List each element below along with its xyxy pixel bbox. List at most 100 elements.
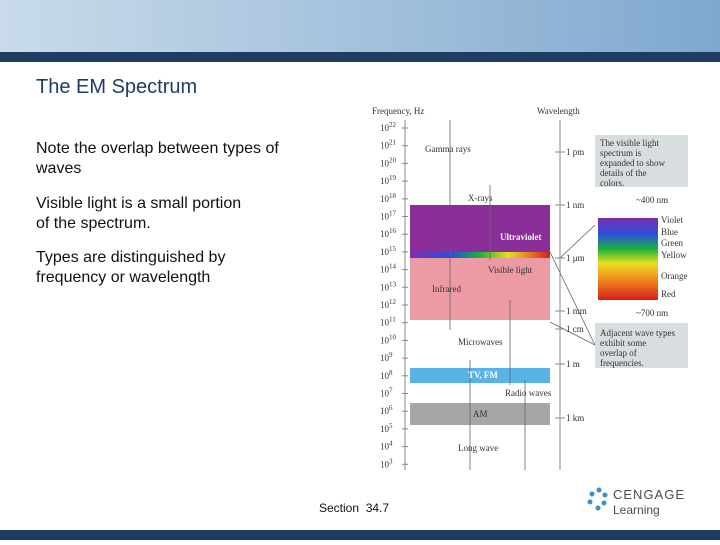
tv-band: [410, 368, 550, 383]
wavelength-label: 1 mm: [566, 306, 587, 316]
base: 10: [380, 158, 390, 168]
frequency-label: 1015: [380, 245, 397, 257]
base: 10: [380, 371, 390, 381]
axis-title: Wavelength: [537, 106, 580, 116]
exponent: 3: [389, 457, 393, 465]
exponent: 15: [389, 245, 397, 253]
exponent: 19: [389, 174, 397, 182]
exponent: 4: [389, 440, 393, 448]
exponent: 11: [389, 316, 396, 324]
bullet: Note the overlap between types of waves: [35, 140, 279, 177]
uv-band: [410, 205, 550, 252]
band-label: Gamma rays: [425, 144, 471, 154]
frequency-label: 1011: [380, 316, 396, 328]
band-label: AM: [473, 409, 488, 419]
base: 10: [380, 335, 390, 345]
exponent: 10: [389, 333, 397, 341]
logo-name: CENGAGE: [613, 487, 685, 502]
frequency-label: 1018: [380, 192, 397, 204]
band-label: X-rays: [468, 193, 493, 203]
color-name: Orange: [661, 271, 688, 281]
callout-text: The visible light spectrum is expanded to …: [600, 138, 665, 188]
band-label: Microwaves: [458, 337, 503, 347]
base: 10: [380, 459, 390, 469]
exponent: 14: [389, 263, 397, 271]
frequency-label: 1021: [380, 139, 397, 151]
exponent: 8: [389, 369, 393, 377]
exponent: 17: [389, 210, 397, 218]
callout-text: Adjacent wave types exhibit some overlap o…: [600, 328, 675, 368]
nm-label: ~700 nm: [636, 308, 668, 318]
base: 10: [380, 424, 390, 434]
frequency-label: 107: [380, 387, 393, 399]
base: 10: [380, 229, 390, 239]
logo: CENGAGE Learning: [587, 487, 685, 517]
frequency-label: 1017: [380, 210, 397, 222]
base: 10: [380, 212, 390, 222]
top-bar: [0, 52, 720, 62]
frequency-label: 109: [380, 351, 393, 363]
color-spectrum: [598, 218, 658, 300]
band-label: TV, FM: [468, 370, 498, 380]
logo-sub: Learning: [613, 503, 660, 517]
frequency-label: 108: [380, 369, 393, 381]
band-label: Infrared: [432, 284, 461, 294]
frequency-label: 105: [380, 422, 393, 434]
visible-band: [410, 252, 550, 258]
bullet: Types are distinguished by frequency or w…: [36, 249, 225, 286]
top-band: [0, 0, 720, 52]
wavelength-label: 1 pm: [566, 147, 584, 157]
base: 10: [380, 406, 390, 416]
exponent: 5: [389, 422, 393, 430]
base: 10: [380, 265, 390, 275]
band-label: Ultraviolet: [500, 232, 541, 242]
base: 10: [380, 442, 390, 452]
color-name: Red: [661, 289, 676, 299]
frequency-label: 103: [380, 457, 393, 469]
title: The EM Spectrum: [36, 76, 197, 98]
am-band: [410, 403, 550, 425]
base: 10: [380, 123, 390, 133]
ir-band: [410, 258, 550, 320]
arrows: [449, 120, 596, 470]
callout: [595, 135, 688, 187]
wavelength-label: 1 cm: [566, 324, 584, 334]
exponent: 12: [389, 298, 397, 306]
color-name: Blue: [661, 227, 678, 237]
wavelength-label: 1 nm: [566, 200, 584, 210]
exponent: 18: [389, 192, 397, 200]
frequency-label: 1014: [380, 263, 397, 275]
exponent: 21: [389, 139, 397, 147]
frequency-label: 1020: [380, 156, 397, 168]
base: 10: [380, 318, 390, 328]
wavelength-label: 1 km: [566, 413, 584, 423]
exponent: 9: [389, 351, 393, 359]
frequency-label: 104: [380, 440, 393, 452]
base: 10: [380, 176, 390, 186]
frequency-label: 1019: [380, 174, 397, 186]
exponent: 6: [389, 404, 393, 412]
wavelength-label: 1 m: [566, 359, 580, 369]
bullets: Note the overlap between types of waves V…: [35, 140, 279, 286]
frequency-label: 1012: [380, 298, 397, 310]
exponent: 7: [389, 387, 393, 395]
base: 10: [380, 300, 390, 310]
exponent: 22: [389, 121, 397, 129]
band-label: Radio waves: [505, 388, 552, 398]
base: 10: [380, 141, 390, 151]
exponent: 20: [389, 156, 397, 164]
exponent: 13: [389, 280, 397, 288]
color-name: Green: [661, 238, 683, 248]
color-name: Violet: [661, 215, 683, 225]
color-name: Yellow: [661, 250, 687, 260]
wavelength-label: 1 μm: [566, 253, 585, 263]
axis-title: Frequency, Hz: [372, 106, 424, 116]
frequency-label: 1022: [380, 121, 397, 133]
base: 10: [380, 247, 390, 257]
footer: Section 34.7: [319, 501, 389, 515]
frequency-label: 1013: [380, 280, 397, 292]
exponent: 16: [389, 227, 397, 235]
base: 10: [380, 282, 390, 292]
